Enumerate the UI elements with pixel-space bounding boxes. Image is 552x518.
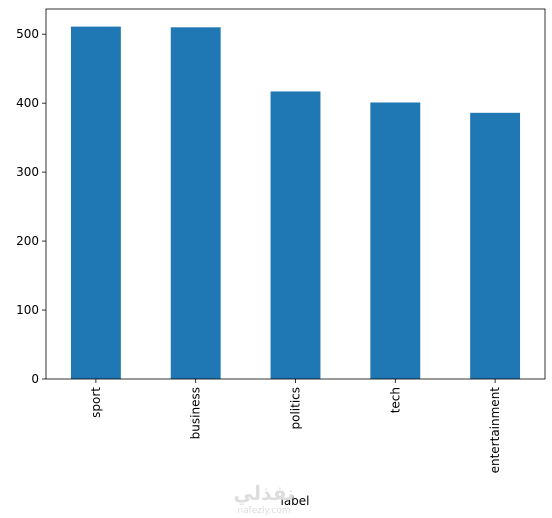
x-tick-label: sport [89,387,103,418]
bar [370,102,421,379]
y-tick-label: 100 [16,303,39,317]
bar [70,26,121,379]
bar [470,112,521,380]
bar [270,91,321,380]
x-axis-label: label [280,494,309,508]
plot-frame [45,8,546,380]
y-tick-label: 200 [16,234,39,248]
watermark-subtitle: nafezly.com [237,506,290,516]
x-tick-label: politics [289,387,303,430]
x-tick-label: business [189,387,203,439]
watermark-title: نفذلي [233,481,294,506]
y-tick-label: 500 [16,27,39,41]
y-tick-label: 400 [16,96,39,110]
x-tick-label: tech [388,387,402,413]
x-tick-label: entertainment [488,387,502,474]
y-tick-label: 300 [16,165,39,179]
y-tick-label: 0 [31,372,39,386]
bar [170,27,221,380]
